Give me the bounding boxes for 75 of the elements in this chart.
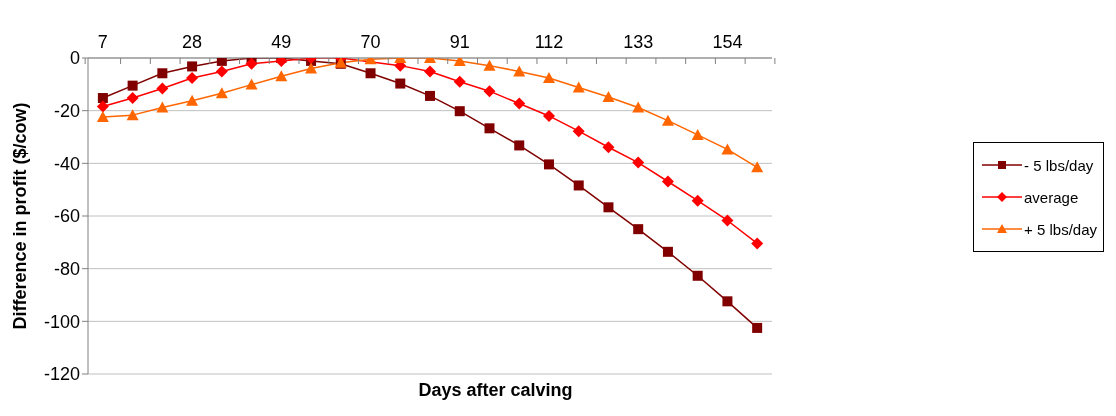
point — [216, 58, 227, 66]
point — [305, 62, 318, 74]
y-tick-label: -120 — [43, 364, 80, 385]
point — [96, 100, 109, 113]
point — [424, 65, 437, 78]
point — [662, 246, 673, 257]
point — [513, 97, 526, 110]
point — [602, 141, 615, 154]
legend-label: - 5 lbs/day — [1024, 156, 1094, 174]
point — [483, 59, 496, 71]
point — [632, 156, 645, 169]
point — [632, 101, 645, 113]
point — [751, 161, 764, 173]
point — [97, 93, 108, 104]
x-tick-label: 70 — [360, 32, 381, 52]
point — [542, 72, 555, 84]
point — [572, 81, 585, 93]
x-tick-label: 49 — [271, 32, 292, 52]
point — [245, 78, 258, 90]
point — [156, 82, 169, 95]
y-tick-label: -40 — [53, 153, 80, 174]
point — [215, 87, 228, 99]
y-tick-label: -80 — [53, 259, 80, 280]
point — [752, 322, 763, 333]
point — [157, 68, 168, 79]
point — [514, 140, 525, 151]
point — [96, 110, 109, 122]
point — [691, 128, 704, 140]
point — [215, 65, 228, 78]
point — [453, 75, 466, 88]
legend-label: + 5 lbs/day — [1024, 220, 1097, 238]
point — [573, 180, 584, 191]
x-tick-label: 91 — [449, 32, 470, 52]
x-axis-title: Days after calving — [417, 380, 574, 401]
x-tick-label: 154 — [712, 32, 743, 52]
point — [542, 109, 555, 122]
point — [721, 214, 734, 227]
point — [126, 92, 139, 105]
point — [187, 61, 198, 72]
point — [633, 224, 644, 235]
point — [483, 85, 496, 98]
point — [661, 114, 674, 126]
y-tick-label: -100 — [43, 311, 80, 332]
point — [692, 270, 703, 281]
point — [454, 106, 465, 117]
point — [156, 101, 169, 113]
point — [721, 143, 734, 155]
point — [425, 90, 436, 101]
point — [186, 72, 199, 85]
point — [661, 175, 674, 188]
point — [126, 109, 139, 121]
x-tick-label: 7 — [97, 32, 108, 52]
point — [365, 68, 376, 79]
point — [275, 70, 288, 82]
point — [395, 78, 406, 89]
point — [722, 296, 733, 307]
point — [543, 159, 554, 170]
point — [602, 90, 615, 102]
point — [245, 58, 258, 70]
y-tick-label: -20 — [53, 101, 80, 122]
x-tick-label: 112 — [534, 32, 564, 52]
point — [513, 65, 526, 77]
point — [127, 80, 138, 91]
x-tick-label: 133 — [623, 32, 654, 52]
legend-label: average — [1024, 188, 1079, 206]
x-tick-label: 28 — [182, 32, 203, 52]
point — [603, 202, 614, 213]
y-tick-label: 0 — [69, 48, 80, 69]
y-axis-title: Difference in profit ($/cow) — [10, 102, 31, 330]
point — [751, 237, 764, 250]
point — [186, 94, 199, 106]
point — [572, 125, 585, 138]
y-tick-label: -60 — [53, 206, 80, 227]
point — [691, 194, 704, 207]
point — [484, 123, 495, 134]
